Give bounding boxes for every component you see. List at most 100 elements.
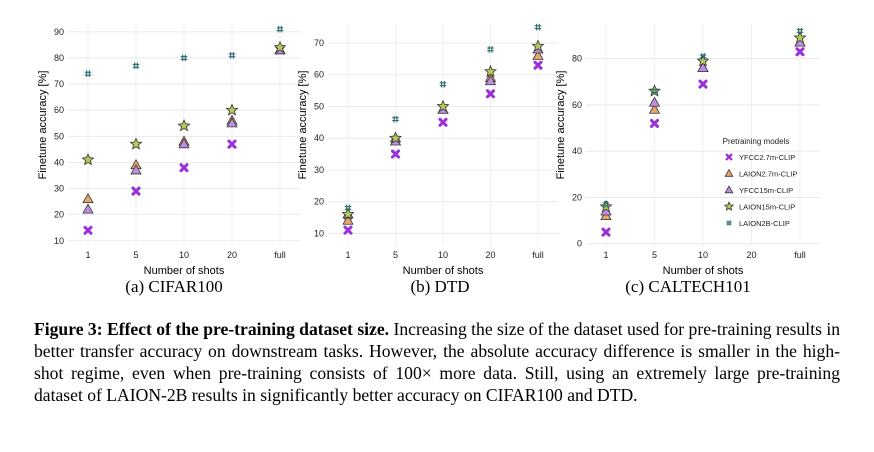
data-point-triangle bbox=[178, 138, 190, 149]
data-point-star bbox=[81, 153, 95, 166]
x-tick-label: full bbox=[274, 250, 286, 260]
data-point-hash bbox=[228, 52, 236, 59]
legend-entry: LAION2.7m-CLIP bbox=[739, 170, 797, 179]
y-tick-label: 50 bbox=[54, 131, 64, 141]
data-point-triangle bbox=[648, 96, 661, 107]
data-point-x bbox=[179, 163, 189, 173]
data-point-star bbox=[484, 64, 497, 78]
x-tick-label: 20 bbox=[746, 250, 756, 260]
subcaption: (c) CALTECH101 bbox=[625, 277, 750, 296]
data-point-x bbox=[83, 225, 93, 235]
y-tick-label: 40 bbox=[572, 146, 582, 156]
subcaption: (b) DTD bbox=[410, 277, 469, 296]
y-tick-label: 20 bbox=[314, 197, 324, 207]
x-tick-label: 1 bbox=[345, 250, 350, 260]
data-point-hash bbox=[534, 23, 542, 31]
y-tick-label: 70 bbox=[54, 79, 64, 89]
y-tick-label: 50 bbox=[314, 101, 324, 111]
data-point-hash bbox=[439, 80, 447, 88]
data-point-hash bbox=[602, 201, 610, 208]
caption-label: Figure 3: bbox=[34, 319, 103, 339]
data-point-x bbox=[131, 186, 141, 196]
x-tick-label: 1 bbox=[603, 250, 608, 260]
legend-entry: LAION15m-CLIP bbox=[739, 203, 795, 212]
subcaption: (a) CIFAR100 bbox=[125, 277, 222, 296]
x-tick-label: 5 bbox=[393, 250, 398, 260]
data-point-x bbox=[795, 47, 805, 57]
y-axis-label: Finetune accuracy [%] bbox=[297, 71, 309, 180]
x-tick-label: 20 bbox=[227, 250, 237, 260]
chart-panel-1: 10 20 30 40 50 60 70 80 90 1 5 10 20 full Number of sh… bbox=[37, 24, 300, 296]
legend-title: Pretraining models bbox=[723, 137, 790, 146]
data-point-hash bbox=[344, 204, 352, 212]
data-point-star bbox=[177, 119, 191, 132]
legend-marker-triangle bbox=[724, 168, 734, 177]
data-point-x bbox=[485, 89, 496, 99]
x-tick-label: 5 bbox=[133, 250, 138, 260]
y-tick-label: 20 bbox=[54, 210, 64, 220]
data-point-hash bbox=[487, 46, 494, 53]
data-point-star bbox=[531, 39, 545, 52]
y-axis-label: Finetune accuracy [%] bbox=[37, 71, 49, 180]
data-point-triangle bbox=[484, 75, 497, 86]
data-point-star bbox=[696, 54, 710, 67]
data-point-x bbox=[698, 79, 708, 89]
y-tick-label: 60 bbox=[572, 100, 582, 110]
data-point-hash bbox=[796, 27, 804, 35]
chart-panel-3: 0 20 40 60 80 1 5 10 20 full Number of shots Finetu… bbox=[555, 24, 820, 296]
legend-entry: YFCC15m-CLIP bbox=[739, 186, 793, 195]
data-point-triangle bbox=[82, 203, 94, 214]
y-tick-label: 10 bbox=[54, 236, 64, 246]
data-point-hash bbox=[84, 70, 92, 77]
data-point-triangle bbox=[82, 192, 94, 204]
data-point-star bbox=[648, 84, 661, 97]
x-tick-label: full bbox=[532, 250, 544, 260]
data-point-star bbox=[436, 99, 450, 112]
legend: Pretraining models YFCC2.7m-CLIP LAION2.7m… bbox=[723, 137, 798, 228]
y-tick-label: 20 bbox=[572, 192, 582, 202]
x-tick-label: 10 bbox=[438, 250, 448, 260]
data-point-x bbox=[343, 225, 353, 235]
data-point-star bbox=[129, 137, 143, 150]
y-axis-label: Finetune accuracy [%] bbox=[555, 71, 567, 180]
data-point-triangle bbox=[130, 164, 142, 175]
data-point-triangle bbox=[342, 214, 354, 225]
y-tick-label: 40 bbox=[314, 133, 324, 143]
caption-heading: Effect of the pre-training dataset size. bbox=[106, 319, 390, 339]
data-point-star bbox=[341, 207, 355, 220]
data-point-star bbox=[793, 31, 807, 44]
x-tick-label: 20 bbox=[485, 250, 495, 260]
data-point-x bbox=[533, 60, 543, 70]
data-point-triangle bbox=[532, 49, 544, 60]
data-point-x bbox=[438, 117, 448, 127]
y-tick-label: 10 bbox=[314, 228, 324, 238]
legend-marker-triangle bbox=[724, 185, 734, 194]
data-point-x bbox=[390, 149, 401, 159]
x-tick-label: 10 bbox=[698, 250, 708, 260]
data-point-star bbox=[389, 131, 402, 144]
y-tick-label: 40 bbox=[54, 157, 64, 167]
caption-title: Figure 3: Effect of the pre-training dat… bbox=[34, 319, 389, 339]
y-tick-label: 30 bbox=[54, 184, 64, 194]
data-point-triangle bbox=[648, 103, 661, 114]
data-point-hash bbox=[392, 115, 399, 123]
data-point-x bbox=[227, 139, 237, 149]
data-point-hash bbox=[276, 25, 284, 33]
data-point-hash bbox=[699, 53, 707, 60]
data-point-star bbox=[225, 103, 239, 116]
data-point-x bbox=[601, 227, 611, 237]
data-point-hash bbox=[180, 54, 188, 62]
data-point-hash bbox=[132, 62, 140, 70]
y-tick-label: 90 bbox=[54, 27, 64, 37]
figure-caption: Figure 3: Effect of the pre-training dat… bbox=[34, 318, 840, 406]
y-tick-label: 80 bbox=[54, 53, 64, 63]
legend-marker-hash bbox=[726, 220, 732, 226]
data-point-x bbox=[649, 118, 660, 128]
x-axis-label: Number of shots bbox=[403, 265, 484, 277]
y-tick-label: 80 bbox=[572, 54, 582, 64]
y-tick-label: 0 bbox=[577, 239, 582, 249]
legend-marker-x bbox=[725, 153, 733, 161]
data-point-hash bbox=[651, 87, 658, 95]
legend-marker-star bbox=[723, 201, 735, 211]
